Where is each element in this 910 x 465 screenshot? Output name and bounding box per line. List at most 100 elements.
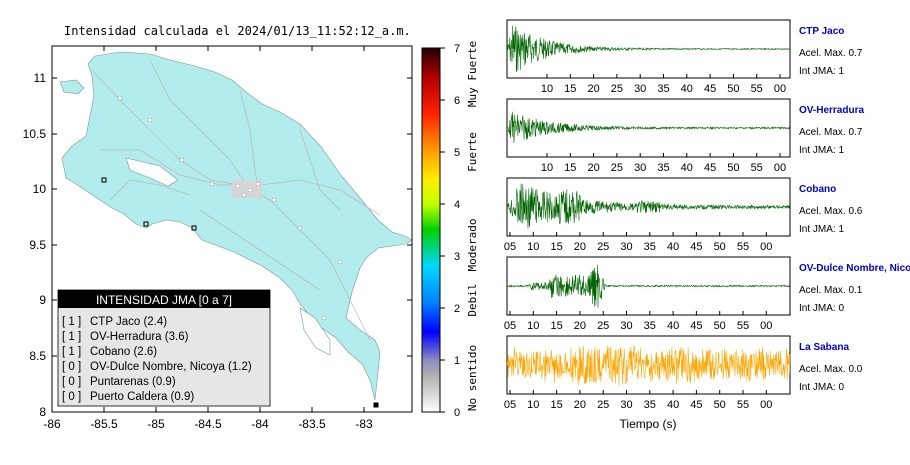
lon-tick-label: -83 <box>355 417 373 431</box>
lon-tick-label: -85 <box>147 417 165 431</box>
station-jma-intensity: Int JMA: 1 <box>799 224 844 235</box>
time-tick-label: 20 <box>574 320 586 332</box>
time-tick-label: 10 <box>527 399 539 411</box>
time-tick-label: 05 <box>504 241 516 253</box>
time-tick-label: 05 <box>504 399 516 411</box>
legend: INTENSIDAD JMA [0 a 7] [ 1 ] CTP Jaco (2.… <box>57 289 271 407</box>
time-tick-label: 30 <box>634 83 646 95</box>
station-markers <box>101 177 379 408</box>
station-max-accel: Acel. Max. 0.7 <box>799 127 863 138</box>
legend-item-level: [ 1 ] <box>62 331 81 343</box>
station-name: Cobano <box>799 184 836 195</box>
legend-item-level: [ 0 ] <box>62 391 81 403</box>
waveform-trace <box>506 345 791 387</box>
time-tick-label: 35 <box>657 162 669 174</box>
waveform-panels: 10 15 20 25 30 35 40 45 50 55 00 CTP Jaco Acel. Max.… <box>504 19 910 411</box>
lat-tick-label: 11 <box>34 71 47 85</box>
waveform-trace <box>507 25 791 72</box>
time-tick-label: 35 <box>644 241 656 253</box>
station-jma-intensity: Int JMA: 0 <box>799 303 844 314</box>
time-tick-label: 00 <box>760 320 772 332</box>
station-name: La Sabana <box>799 342 849 353</box>
colorbar-categories: Muy Fuerte Fuerte Moderado Debil No sentido <box>466 41 479 411</box>
time-tick-label: 00 <box>760 399 772 411</box>
waveform-panel: 05 10 15 20 25 30 35 40 45 50 55 00 La Sabana Acel. M… <box>504 335 863 411</box>
time-tick-label: 10 <box>527 320 539 332</box>
colorbar-category: No sentido <box>466 345 479 411</box>
lon-tick-label: -86 <box>43 417 61 431</box>
colorbar-tick-label: 4 <box>454 199 460 211</box>
longitude-axis: -86 -85.5 -85 -84.5 -84 -83.5 -83 <box>43 46 373 431</box>
time-tick-label: 00 <box>774 83 786 95</box>
lat-tick-label: 8 <box>39 405 46 419</box>
legend-item-level: [ 1 ] <box>62 346 81 358</box>
colorbar-tick-label: 7 <box>454 43 460 55</box>
time-tick-label: 45 <box>704 162 716 174</box>
time-tick-label: 25 <box>611 83 623 95</box>
time-tick-label: 10 <box>527 241 539 253</box>
time-tick-label: 55 <box>751 83 763 95</box>
time-tick-label: 40 <box>681 162 693 174</box>
lon-tick-label: -84 <box>251 417 269 431</box>
station-max-accel: Acel. Max. 0.6 <box>799 206 863 217</box>
time-tick-label: 50 <box>714 241 726 253</box>
waveform-panel: 10 15 20 25 30 35 40 45 50 55 00 CTP Jaco Acel. Max.… <box>506 19 863 95</box>
latitude-axis: 11 10.5 10 9.5 9 8.5 8 <box>23 71 412 419</box>
time-axis-label: Tiempo (s) <box>620 417 677 431</box>
legend-item-name: Puerto Caldera (0.9) <box>90 391 194 403</box>
time-tick-label: 55 <box>737 241 749 253</box>
station-max-accel: Acel. Max. 0.7 <box>799 48 863 59</box>
legend-item-name: CTP Jaco (2.4) <box>90 316 167 328</box>
time-tick-label: 00 <box>760 241 772 253</box>
waveform-panel: 10 15 20 25 30 35 40 45 50 55 00 OV-Herradura Acel. … <box>506 98 864 174</box>
lat-tick-label: 10 <box>33 182 47 196</box>
station-jma-intensity: Int JMA: 1 <box>799 66 844 77</box>
legend-item-level: [ 0 ] <box>62 376 81 388</box>
time-tick-label: 15 <box>550 241 562 253</box>
map-land <box>59 51 413 401</box>
legend-item-level: [ 1 ] <box>62 316 81 328</box>
legend-item-name: Puntarenas (0.9) <box>90 376 176 388</box>
station-name: OV-Dulce Nombre, Nicoya <box>799 263 910 274</box>
time-tick-label: 20 <box>574 399 586 411</box>
intensity-colorbar <box>421 47 441 413</box>
time-tick-label: 20 <box>574 241 586 253</box>
map-frame <box>51 45 413 413</box>
time-tick-label: 15 <box>564 162 576 174</box>
legend-header: INTENSIDAD JMA [0 a 7] <box>96 293 232 307</box>
time-tick-label: 15 <box>550 320 562 332</box>
time-tick-label: 15 <box>550 399 562 411</box>
legend-item-level: [ 0 ] <box>62 361 81 373</box>
time-tick-label: 40 <box>681 83 693 95</box>
legend-item-name: OV-Dulce Nombre, Nicoya (1.2) <box>90 361 252 373</box>
time-tick-label: 35 <box>644 320 656 332</box>
colorbar-category: Fuerte <box>466 132 479 172</box>
time-tick-label: 45 <box>704 83 716 95</box>
time-tick-label: 35 <box>644 399 656 411</box>
map-title: Intensidad calculada el 2024/01/13_11:52… <box>64 24 411 38</box>
lat-tick-label: 9.5 <box>29 238 46 252</box>
station-name: OV-Herradura <box>799 105 864 116</box>
lon-tick-label: -83.5 <box>298 417 326 431</box>
time-tick-label: 55 <box>737 320 749 332</box>
waveform-trace <box>507 264 791 308</box>
lat-tick-label: 8.5 <box>29 349 46 363</box>
time-tick-label: 50 <box>714 320 726 332</box>
time-tick-label: 30 <box>634 162 646 174</box>
legend-item-name: Cobano (2.6) <box>90 346 157 358</box>
waveform-trace <box>507 111 791 143</box>
time-tick-label: 40 <box>667 241 679 253</box>
lat-tick-label: 10.5 <box>23 127 47 141</box>
time-tick-label: 25 <box>597 320 609 332</box>
waveform-panel: 05 10 15 20 25 30 35 40 45 50 55 00 OV-Dulce Nombre,… <box>504 256 910 332</box>
time-tick-label: 10 <box>541 83 553 95</box>
time-tick-label: 45 <box>690 320 702 332</box>
time-tick-label: 05 <box>504 320 516 332</box>
time-tick-label: 40 <box>667 320 679 332</box>
time-tick-label: 50 <box>714 399 726 411</box>
colorbar-tick-label: 6 <box>454 95 460 107</box>
time-tick-label: 50 <box>727 83 739 95</box>
map-towns <box>117 95 343 321</box>
time-tick-label: 20 <box>587 162 599 174</box>
